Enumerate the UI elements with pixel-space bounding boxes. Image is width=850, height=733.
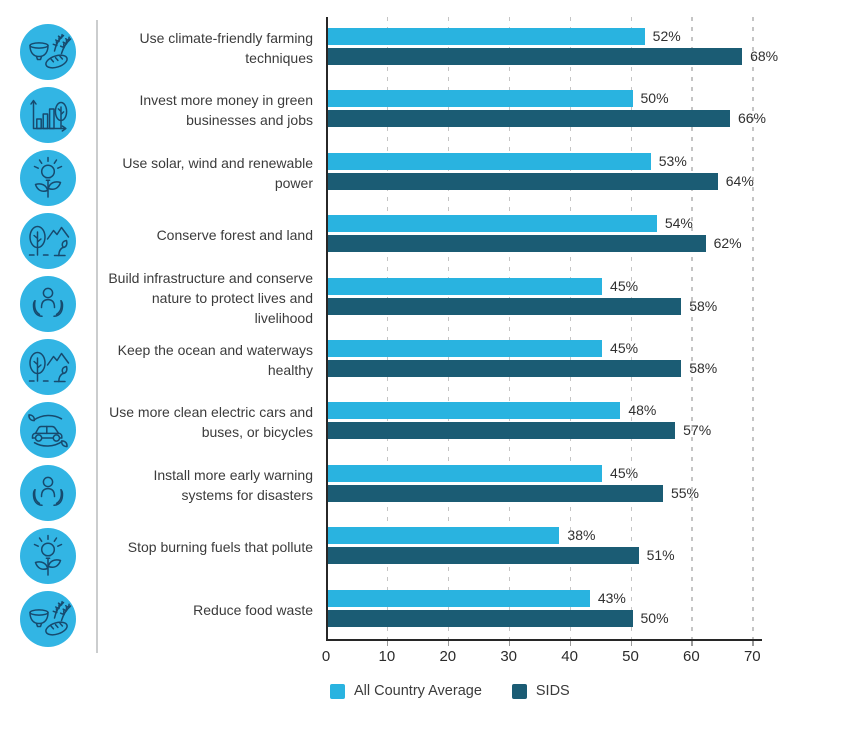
plot-area: 52% 68% 50% 66% 53% 64% 54% 62% 45% 58% 45% 58% 48% 5… — [326, 17, 778, 641]
category-label: Install more early warning systems for d… — [153, 466, 313, 503]
bar-all-country-average — [328, 90, 633, 108]
value-label: 54% — [664, 215, 693, 232]
value-label: 68% — [750, 48, 779, 64]
bar-all-country-average — [328, 28, 645, 45]
x-tick-mark-10 — [386, 641, 389, 646]
x-tick-mark-40 — [569, 641, 572, 646]
bar-all-country-average — [328, 402, 621, 420]
value-label: 45% — [610, 340, 639, 356]
x-tick-mark-60 — [691, 641, 693, 646]
legend-item: SIDS — [511, 683, 570, 699]
nature-icon — [20, 339, 76, 395]
category-label: Use solar, wind and renewable power — [122, 154, 313, 191]
legend-swatch — [330, 683, 345, 699]
food-icon — [20, 591, 76, 647]
x-axis-tick-label: 50 — [622, 648, 639, 665]
x-axis-tick-label: 0 — [321, 648, 331, 665]
x-tick-mark-30 — [508, 641, 511, 646]
bar-all-country-average — [328, 527, 560, 545]
bar-all-country-average — [328, 464, 603, 482]
green-energy-icon — [20, 528, 76, 584]
category-label: Conserve forest and land — [156, 227, 313, 244]
bar-sids — [328, 360, 682, 377]
bar-sids — [328, 297, 682, 315]
food-icon — [20, 24, 76, 80]
bar-sids — [328, 235, 706, 253]
category-label: Stop burning fuels that pollute — [127, 539, 313, 556]
chart-legend: All Country Average SIDS — [330, 683, 570, 699]
growth-chart-icon — [20, 87, 76, 143]
bar-sids — [328, 547, 639, 565]
bar-all-country-average — [328, 152, 651, 170]
value-label: 64% — [725, 172, 754, 189]
x-tick-mark-50 — [630, 641, 632, 646]
protect-people-icon — [20, 276, 76, 332]
value-label: 43% — [597, 589, 626, 606]
value-label: 55% — [670, 484, 699, 501]
value-label: 58% — [689, 360, 718, 376]
x-axis-tick-label: 70 — [743, 648, 761, 665]
value-label: 51% — [646, 547, 675, 564]
x-tick-mark-70 — [752, 641, 754, 646]
legend-label: SIDS — [535, 683, 570, 699]
bar-sids — [328, 48, 743, 65]
gridline-30 — [508, 17, 511, 639]
gridline-50 — [630, 17, 632, 639]
category-icon-column — [20, 24, 76, 647]
value-label: 53% — [658, 152, 687, 169]
category-label: Use more clean electric cars and buses, … — [109, 404, 313, 441]
bar-all-country-average — [328, 340, 603, 357]
bar-sids — [328, 110, 730, 128]
gridline-60 — [691, 17, 693, 639]
clean-transport-icon — [20, 402, 76, 458]
vertical-divider — [96, 20, 98, 653]
bar-sids — [328, 484, 663, 502]
category-label: Keep the ocean and waterways healthy — [117, 342, 313, 378]
value-label: 38% — [567, 527, 596, 544]
bar-all-country-average — [328, 215, 657, 233]
protect-people-icon — [20, 465, 76, 521]
value-label: 57% — [683, 422, 712, 439]
value-label: 50% — [640, 90, 669, 107]
x-tick-mark-20 — [447, 641, 450, 646]
green-energy-icon — [20, 150, 76, 206]
category-label: Build infrastructure and conserve nature… — [108, 269, 313, 326]
x-axis-tick-label: 60 — [683, 648, 700, 665]
bar-sids — [328, 172, 718, 190]
gridline-70 — [752, 17, 754, 639]
category-label: Use climate-friendly farming techniques — [139, 30, 314, 66]
category-label: Reduce food waste — [193, 601, 313, 618]
legend-label: All Country Average — [354, 683, 482, 699]
legend-swatch — [511, 683, 527, 699]
value-label: 52% — [652, 28, 681, 44]
gridline-20 — [447, 17, 450, 639]
bar-all-country-average — [328, 277, 603, 295]
category-label: Invest more money in green businesses an… — [139, 92, 313, 129]
value-label: 48% — [628, 402, 657, 419]
x-axis-tick-label: 40 — [561, 648, 578, 665]
legend-item: All Country Average — [330, 683, 482, 699]
value-label: 58% — [689, 297, 718, 314]
bar-sids — [328, 422, 676, 440]
value-label: 62% — [713, 235, 742, 252]
gridline-10 — [386, 17, 389, 639]
value-label: 45% — [610, 277, 639, 294]
gridline-40 — [569, 17, 572, 639]
bar-all-country-average — [328, 589, 590, 607]
x-axis-tick-label: 10 — [378, 648, 396, 665]
value-label: 45% — [610, 464, 639, 481]
value-label: 50% — [640, 609, 669, 626]
value-label: 66% — [737, 110, 766, 127]
x-axis-tick-label: 20 — [439, 648, 457, 665]
nature-icon — [20, 213, 76, 269]
bar-sids — [328, 609, 633, 627]
x-axis-tick-label: 30 — [500, 648, 518, 665]
